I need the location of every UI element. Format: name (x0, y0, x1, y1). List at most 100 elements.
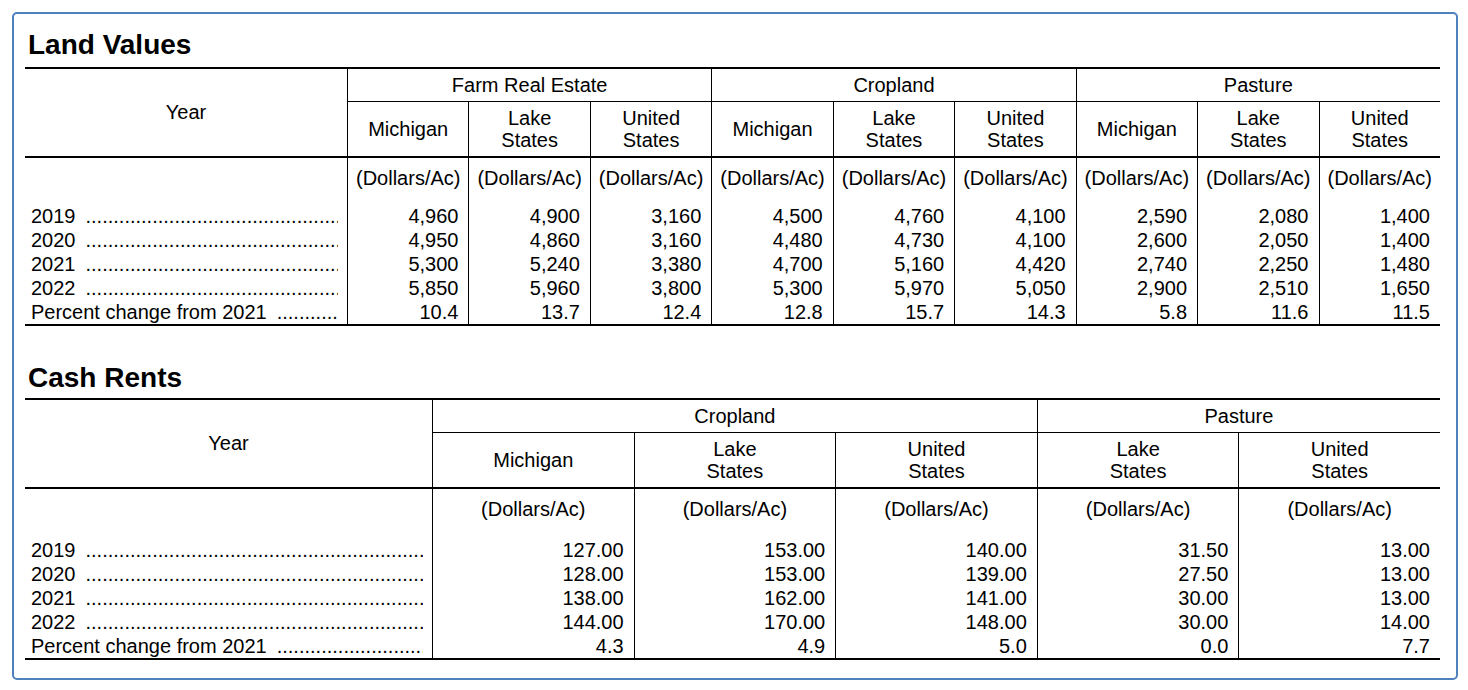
units-label: (Dollars/Ac) (1238, 489, 1440, 529)
value-cell: 5,300 (711, 276, 832, 300)
column-header: United States (1238, 433, 1440, 489)
value-cell: 4,500 (711, 198, 832, 228)
units-label: (Dollars/Ac) (1037, 489, 1239, 529)
value-cell: 4,700 (711, 252, 832, 276)
value-cell: 148.00 (835, 610, 1037, 634)
row-label: 2020 (31, 228, 76, 252)
row-label: 2021 (31, 252, 76, 276)
value-cell: 128.00 (432, 562, 634, 586)
units-label: (Dollars/Ac) (1319, 158, 1441, 198)
value-cell: 4,100 (954, 198, 1075, 228)
table-row: 2019....................................… (25, 198, 1440, 228)
value-cell: 2,740 (1076, 252, 1197, 276)
row-label: 2022 (31, 276, 76, 300)
row-label-cell: 2019....................................… (25, 198, 347, 228)
table-row: 2020....................................… (25, 562, 1440, 586)
table-row: 2022....................................… (25, 276, 1440, 300)
column-header: United States (835, 433, 1037, 489)
table-row: 2021....................................… (25, 252, 1440, 276)
units-label: (Dollars/Ac) (833, 158, 954, 198)
value-cell: 13.00 (1238, 586, 1440, 610)
value-cell: 4,420 (954, 252, 1075, 276)
value-cell: 5,960 (468, 276, 589, 300)
value-cell: 3,160 (590, 198, 711, 228)
row-label-wrap: 2019....................................… (25, 204, 347, 228)
row-label: Percent change from 2021 (31, 634, 267, 658)
row-label-wrap: 2022....................................… (25, 276, 347, 300)
value-cell: 5,300 (347, 252, 468, 276)
value-cell: 170.00 (634, 610, 836, 634)
units-label: (Dollars/Ac) (954, 158, 1075, 198)
row-label-wrap: Percent change from 2021................… (25, 300, 347, 324)
value-cell: 2,080 (1197, 198, 1318, 228)
cash-rents-title: Cash Rents (28, 361, 182, 395)
value-cell: 1,400 (1319, 228, 1441, 252)
group-header: Cropland (711, 67, 1075, 102)
units-label: (Dollars/Ac) (1197, 158, 1318, 198)
value-cell: 11.6 (1197, 300, 1318, 326)
units-label: (Dollars/Ac) (590, 158, 711, 198)
units-spacer-cell (25, 489, 432, 529)
value-cell: 2,600 (1076, 228, 1197, 252)
leader-dots: ........................................… (86, 252, 339, 276)
value-cell: 153.00 (634, 562, 836, 586)
leader-dots: ........................................… (86, 586, 424, 610)
value-cell: 138.00 (432, 586, 634, 610)
column-header: Michigan (711, 102, 832, 158)
value-cell: 13.00 (1238, 529, 1440, 562)
value-cell: 3,380 (590, 252, 711, 276)
value-cell: 7.7 (1238, 634, 1440, 660)
row-label-wrap: 2019....................................… (25, 538, 432, 562)
value-cell: 4,860 (468, 228, 589, 252)
row-label-cell: 2022....................................… (25, 610, 432, 634)
value-cell: 4.3 (432, 634, 634, 660)
row-label-wrap: 2020....................................… (25, 228, 347, 252)
value-cell: 2,590 (1076, 198, 1197, 228)
leader-dots: ........................................… (86, 562, 424, 586)
table-row: 2022....................................… (25, 610, 1440, 634)
value-cell: 4,900 (468, 198, 589, 228)
value-cell: 5,160 (833, 252, 954, 276)
value-cell: 2,510 (1197, 276, 1318, 300)
row-label-cell: 2020....................................… (25, 562, 432, 586)
value-cell: 5,050 (954, 276, 1075, 300)
units-label: (Dollars/Ac) (432, 489, 634, 529)
value-cell: 4,960 (347, 198, 468, 228)
leader-dots: ........................................… (277, 300, 338, 324)
row-label-wrap: 2020....................................… (25, 562, 432, 586)
table-row: 2019....................................… (25, 529, 1440, 562)
value-cell: 1,400 (1319, 198, 1441, 228)
value-cell: 153.00 (634, 529, 836, 562)
units-label: (Dollars/Ac) (711, 158, 832, 198)
value-cell: 4,730 (833, 228, 954, 252)
value-cell: 1,480 (1319, 252, 1441, 276)
leader-dots: ........................................… (277, 634, 423, 658)
units-label: (Dollars/Ac) (835, 489, 1037, 529)
leader-dots: ........................................… (86, 276, 339, 300)
units-label: (Dollars/Ac) (634, 489, 836, 529)
value-cell: 30.00 (1037, 586, 1239, 610)
value-cell: 3,160 (590, 228, 711, 252)
value-cell: 3,800 (590, 276, 711, 300)
year-column-header: Year (25, 67, 347, 158)
value-cell: 12.8 (711, 300, 832, 326)
land-values-table: YearFarm Real EstateCroplandPastureMichi… (25, 67, 1440, 326)
leader-dots: ........................................… (86, 610, 424, 634)
value-cell: 139.00 (835, 562, 1037, 586)
row-label: 2019 (31, 538, 76, 562)
value-cell: 27.50 (1037, 562, 1239, 586)
row-label: 2022 (31, 610, 76, 634)
row-label: 2020 (31, 562, 76, 586)
units-label: (Dollars/Ac) (347, 158, 468, 198)
column-header: United States (590, 102, 711, 158)
row-label-cell: 2021....................................… (25, 586, 432, 610)
value-cell: 4,760 (833, 198, 954, 228)
year-column-header: Year (25, 398, 432, 489)
column-header: Lake States (833, 102, 954, 158)
value-cell: 14.00 (1238, 610, 1440, 634)
value-cell: 4,950 (347, 228, 468, 252)
row-label-cell: 2021....................................… (25, 252, 347, 276)
column-header: United States (954, 102, 1075, 158)
row-label: 2019 (31, 204, 76, 228)
units-spacer-cell (25, 158, 347, 198)
